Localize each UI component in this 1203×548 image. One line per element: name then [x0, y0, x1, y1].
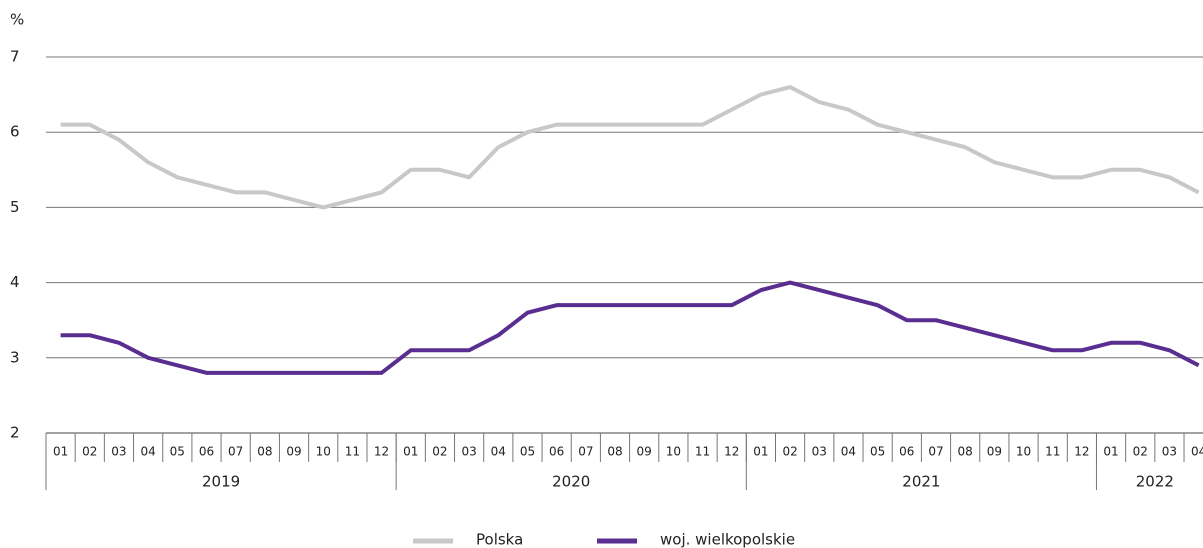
x-tick-label: 07: [578, 445, 593, 459]
x-tick-label: 05: [170, 445, 185, 459]
series-line: [60, 85, 1200, 210]
x-tick-label: 03: [461, 445, 476, 459]
x-tick-label: 04: [841, 445, 856, 459]
x-tick-label: 10: [1016, 445, 1031, 459]
x-tick-label: 04: [140, 445, 155, 459]
x-tick-label: 01: [753, 445, 768, 459]
x-tick-label: 11: [695, 445, 710, 459]
x-group-label: 2021: [902, 473, 940, 491]
x-tick-label: 11: [1045, 445, 1060, 459]
x-tick-label: 06: [549, 445, 564, 459]
y-tick-label: 2: [10, 424, 20, 442]
x-tick-label: 08: [607, 445, 622, 459]
x-tick-label: 05: [870, 445, 885, 459]
x-tick-label: 12: [374, 445, 389, 459]
x-group-label: 2019: [202, 473, 240, 491]
x-tick-label: 04: [1191, 445, 1203, 459]
x-tick-label: 08: [958, 445, 973, 459]
y-tick-label: 5: [10, 198, 20, 216]
x-tick-label: 02: [782, 445, 797, 459]
x-tick-label: 06: [199, 445, 214, 459]
x-tick-label: 10: [666, 445, 681, 459]
x-tick-label: 02: [82, 445, 97, 459]
x-tick-label: 09: [637, 445, 652, 459]
x-tick-label: 07: [928, 445, 943, 459]
y-tick-label: 4: [10, 273, 20, 291]
x-tick-label: 06: [899, 445, 914, 459]
x-group-label: 2020: [552, 473, 590, 491]
x-tick-label: 01: [403, 445, 418, 459]
x-tick-label: 03: [1162, 445, 1177, 459]
series-line: [60, 280, 1200, 375]
x-tick-label: 01: [1103, 445, 1118, 459]
x-tick-label: 05: [520, 445, 535, 459]
x-tick-label: 01: [53, 445, 68, 459]
x-tick-label: 11: [345, 445, 360, 459]
x-tick-label: 12: [1074, 445, 1089, 459]
x-tick-label: 09: [286, 445, 301, 459]
x-group-label: 2022: [1136, 473, 1174, 491]
legend-label: woj. wielkopolskie: [660, 531, 795, 548]
x-tick-label: 02: [1133, 445, 1148, 459]
x-tick-label: 10: [316, 445, 331, 459]
x-tick-label: 08: [257, 445, 272, 459]
y-tick-label: 6: [10, 123, 20, 141]
legend-label: Polska: [476, 531, 523, 548]
x-tick-label: 03: [812, 445, 827, 459]
x-tick-label: 12: [724, 445, 739, 459]
x-tick-label: 03: [111, 445, 126, 459]
y-tick-label: 3: [10, 348, 20, 366]
x-tick-label: 04: [491, 445, 506, 459]
x-tick-label: 07: [228, 445, 243, 459]
x-tick-label: 09: [987, 445, 1002, 459]
y-unit: %: [10, 11, 24, 29]
y-tick-label: 7: [10, 48, 20, 66]
x-tick-label: 02: [432, 445, 447, 459]
